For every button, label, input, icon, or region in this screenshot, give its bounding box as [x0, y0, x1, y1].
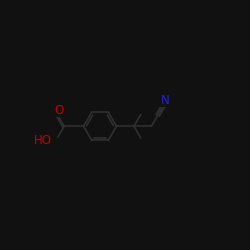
Text: N: N — [161, 94, 170, 107]
Text: O: O — [54, 104, 64, 117]
Text: HO: HO — [34, 134, 52, 147]
